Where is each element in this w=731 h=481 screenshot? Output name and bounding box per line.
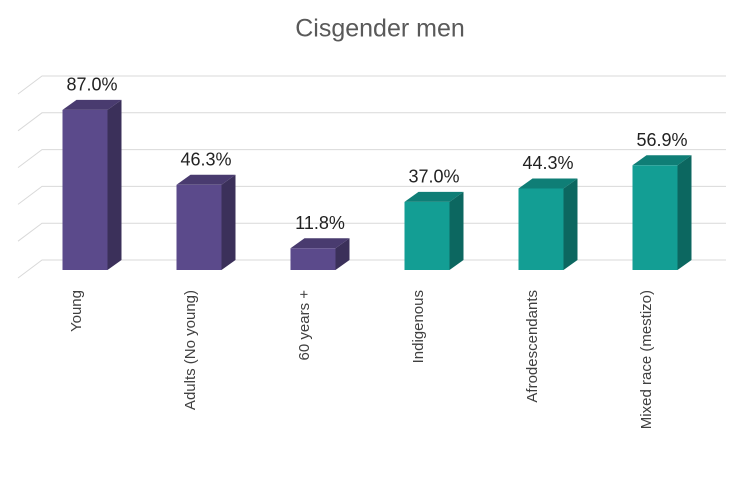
bar-side (449, 191, 464, 270)
grid-line (17, 75, 726, 95)
bar (632, 155, 692, 270)
x-tick-label: Afrodescendants (524, 290, 541, 403)
bar-front (518, 188, 564, 270)
x-tick-label: Adults (No young) (182, 290, 199, 410)
grid-line (17, 149, 726, 168)
bar (290, 238, 350, 270)
bar-side (107, 99, 122, 270)
bar-top (290, 238, 350, 249)
bar-front (290, 248, 336, 270)
bar-top (404, 191, 464, 202)
bar-top (62, 99, 122, 110)
bar-top (518, 178, 578, 189)
bar (176, 174, 236, 270)
bar-front (62, 109, 108, 270)
data-label: 37.0% (408, 167, 459, 187)
x-tick-label: Young (68, 290, 85, 332)
grid-line (17, 222, 726, 242)
bar (518, 178, 578, 270)
grid-line (17, 185, 726, 205)
bar-side (677, 155, 692, 270)
grid-line (17, 112, 726, 132)
bar-side (335, 238, 350, 270)
bar (62, 99, 122, 270)
bar-front (632, 165, 678, 270)
bar-front (176, 184, 222, 270)
data-label: 56.9% (636, 130, 687, 150)
grid-line (17, 259, 726, 279)
bar-side (221, 174, 236, 270)
x-tick-label: 60 years + (296, 290, 313, 361)
data-label: 46.3% (180, 150, 231, 170)
data-label: 11.8% (295, 213, 345, 233)
bar (404, 191, 464, 270)
bar-top (632, 155, 692, 166)
data-label: 87.0% (66, 75, 117, 95)
data-label: 44.3% (522, 153, 573, 173)
bar-top (176, 174, 236, 185)
x-tick-label: Mixed race (mestizo) (638, 290, 655, 429)
x-tick-label: Indigenous (410, 290, 427, 363)
bar-front (404, 201, 450, 270)
bar-side (563, 178, 578, 270)
chart-title: Cisgender men (295, 15, 465, 43)
